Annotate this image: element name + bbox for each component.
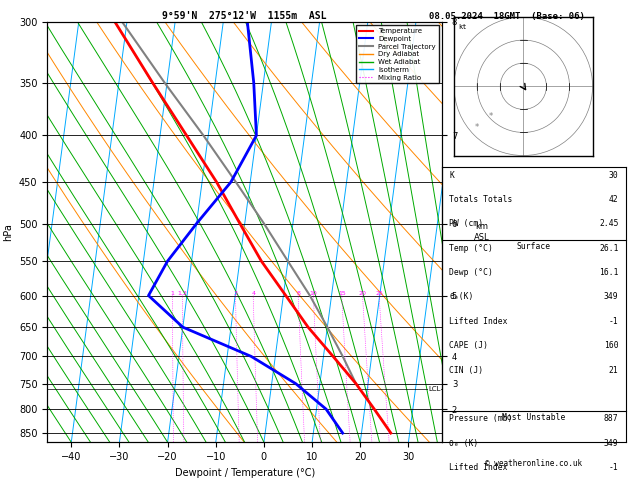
Text: 4: 4 — [251, 291, 255, 295]
Text: 16.1: 16.1 — [599, 268, 618, 277]
Y-axis label: hPa: hPa — [3, 223, 13, 241]
Text: PW (cm): PW (cm) — [450, 219, 484, 228]
Text: 2.45: 2.45 — [599, 219, 618, 228]
Text: θₑ(K): θₑ(K) — [450, 293, 474, 301]
Text: Temp (°C): Temp (°C) — [450, 243, 493, 253]
Y-axis label: km
ASL: km ASL — [474, 223, 490, 242]
X-axis label: Dewpoint / Temperature (°C): Dewpoint / Temperature (°C) — [174, 468, 314, 478]
Text: Totals Totals: Totals Totals — [450, 195, 513, 204]
Text: 887: 887 — [604, 415, 618, 423]
Text: 21: 21 — [609, 365, 618, 375]
Text: θₑ (K): θₑ (K) — [450, 439, 479, 448]
Text: 20: 20 — [359, 291, 367, 295]
Text: 1.2: 1.2 — [177, 291, 187, 295]
Text: K: K — [450, 171, 454, 179]
Text: 1: 1 — [170, 291, 174, 295]
Text: 8: 8 — [296, 291, 300, 295]
Text: -1: -1 — [609, 463, 618, 472]
Text: *: * — [475, 123, 479, 132]
Text: 30: 30 — [609, 171, 618, 179]
Text: 26.1: 26.1 — [599, 243, 618, 253]
Text: LCL: LCL — [428, 386, 441, 392]
Text: 3: 3 — [233, 291, 238, 295]
Text: Pressure (mb): Pressure (mb) — [450, 415, 513, 423]
Text: Surface: Surface — [517, 242, 551, 251]
Text: 15: 15 — [338, 291, 345, 295]
Text: 25: 25 — [375, 291, 383, 295]
Text: CAPE (J): CAPE (J) — [450, 341, 489, 350]
Legend: Temperature, Dewpoint, Parcel Trajectory, Dry Adiabat, Wet Adiabat, Isotherm, Mi: Temperature, Dewpoint, Parcel Trajectory… — [356, 25, 438, 83]
Text: *: * — [489, 112, 493, 121]
Text: 10: 10 — [309, 291, 317, 295]
Text: CIN (J): CIN (J) — [450, 365, 484, 375]
Text: Most Unstable: Most Unstable — [503, 413, 565, 422]
Title: 9°59'N  275°12'W  1155m  ASL: 9°59'N 275°12'W 1155m ASL — [162, 11, 327, 21]
Text: 349: 349 — [604, 293, 618, 301]
Text: kt: kt — [459, 23, 467, 30]
Text: 08.05.2024  18GMT  (Base: 06): 08.05.2024 18GMT (Base: 06) — [429, 12, 585, 21]
Text: Lifted Index: Lifted Index — [450, 463, 508, 472]
Text: Lifted Index: Lifted Index — [450, 317, 508, 326]
Text: © weatheronline.co.uk: © weatheronline.co.uk — [486, 459, 582, 468]
Text: 349: 349 — [604, 439, 618, 448]
Text: 160: 160 — [604, 341, 618, 350]
Text: 42: 42 — [609, 195, 618, 204]
Text: Dewp (°C): Dewp (°C) — [450, 268, 493, 277]
Text: -1: -1 — [609, 317, 618, 326]
